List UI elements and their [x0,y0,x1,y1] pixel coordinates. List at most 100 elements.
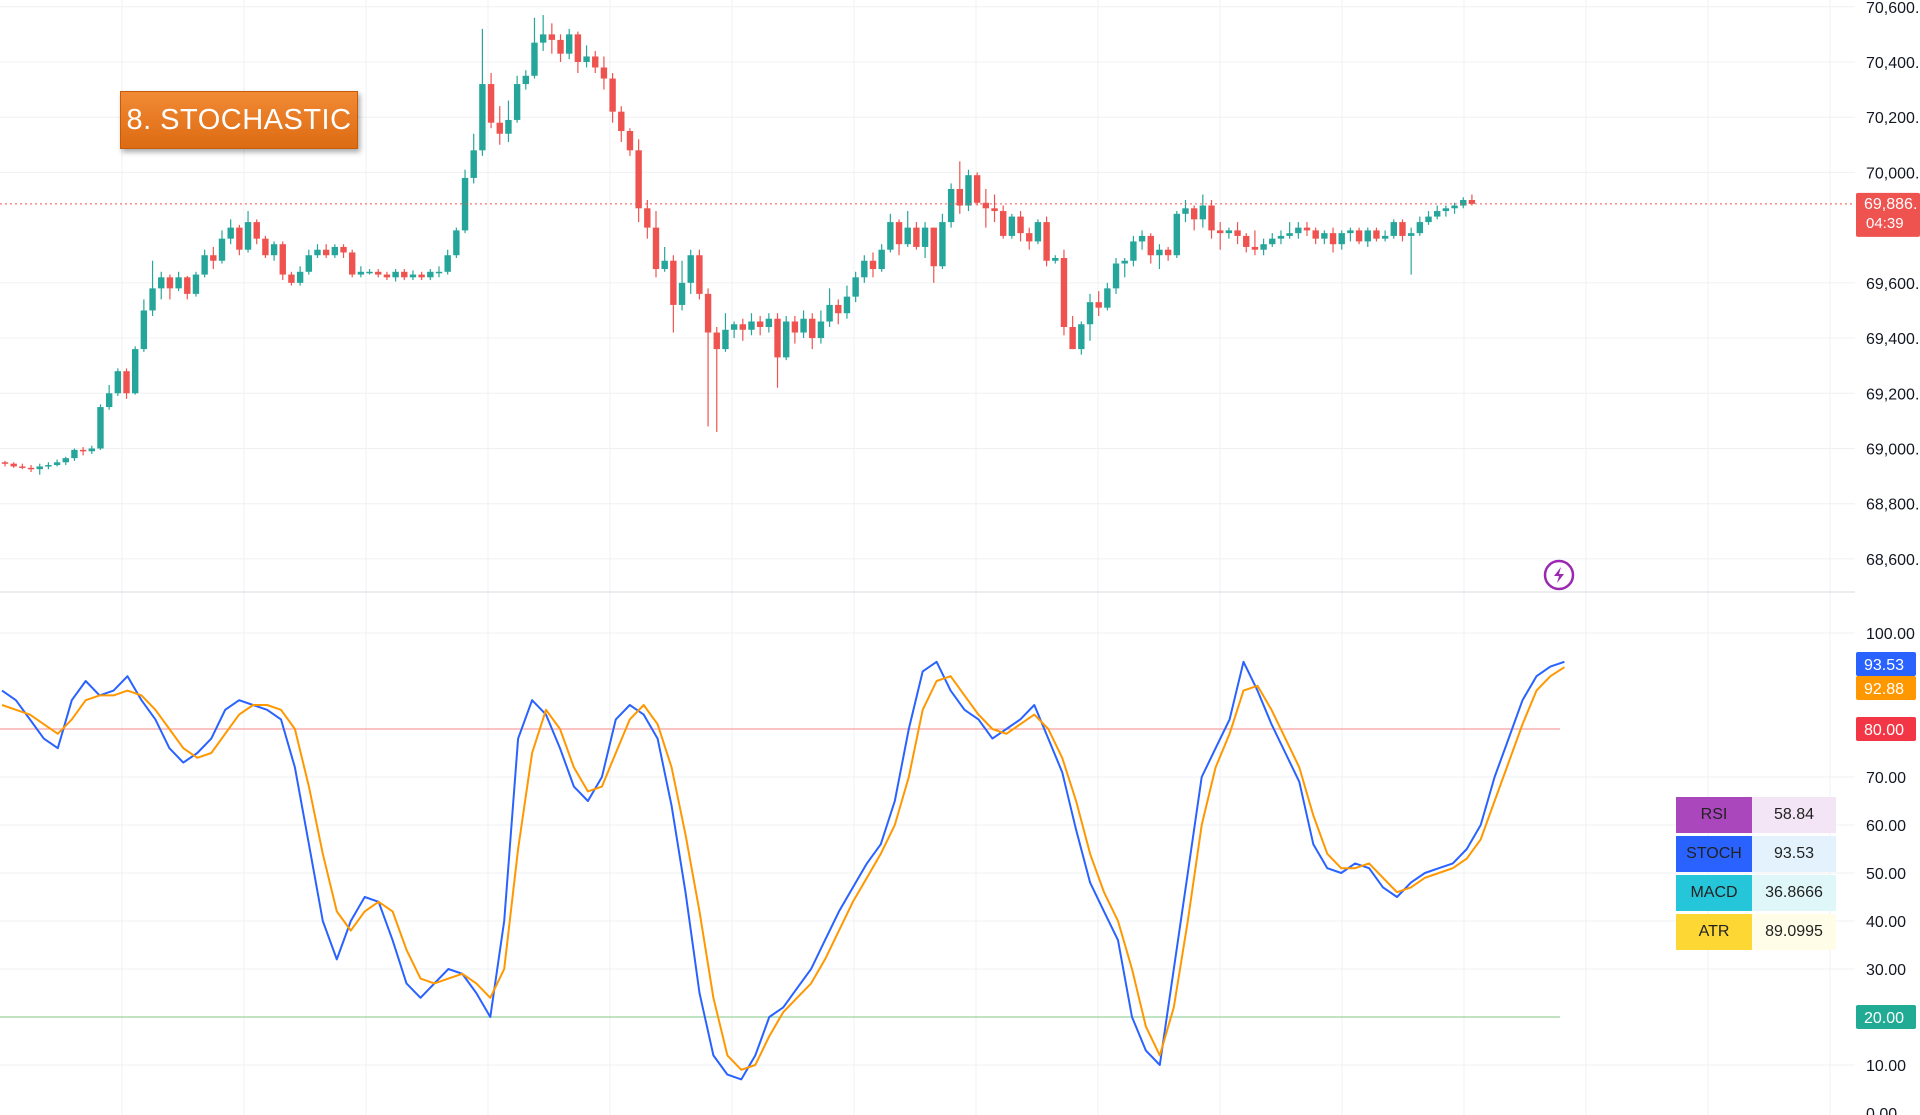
candle-body [1164,249,1172,256]
candle-body [652,227,660,270]
candle-body [1251,246,1259,250]
candle-body [331,246,339,256]
candle-body [270,244,278,256]
candle-body [765,318,773,328]
candle-body [1182,208,1189,214]
candle-body [1199,205,1207,220]
candle-body [149,288,156,311]
candle-body [1355,230,1363,242]
candle-body [418,274,425,278]
candle-body [296,271,304,283]
indicator-row-macd: MACD 36.8666 [1676,875,1836,911]
candle-body [201,255,208,275]
candle-body [1312,230,1319,239]
stoch-axis-label: 60.00 [1866,818,1906,835]
candle-body [253,222,260,239]
candle-body [175,277,182,289]
candle-body [19,466,26,468]
candle-body [1190,208,1198,220]
candle-body [1060,257,1068,328]
candle-body [1434,211,1441,217]
candle-body [375,271,382,275]
candle-body [1225,230,1233,234]
candle-body [956,188,963,206]
candle-body [904,227,911,245]
candle-body [1017,216,1024,234]
candle-body [1442,208,1450,212]
candle-body [479,84,486,151]
price-axis-label: 70,200. [1866,110,1919,127]
price-axis-label: 70,000. [1866,165,1919,182]
candle-body [79,449,87,452]
candle-body [1260,244,1267,250]
candle-body [826,304,833,322]
candle-body [704,293,712,333]
candle-body [218,238,226,261]
candle-body [592,56,599,68]
candle-body [696,255,703,294]
candle-body [62,458,69,463]
candle-body [1112,263,1120,289]
candle-body [1416,222,1424,234]
candle-body [661,260,668,270]
stoch-d-tag-label: 92.88 [1864,681,1904,698]
candle-body [1468,200,1476,204]
candle-body [496,122,503,134]
candle-body [1460,200,1467,206]
stoch-axis-label: 70.00 [1866,770,1906,787]
stoch-k-line [1,660,1565,1081]
price-axis-label: 69,000. [1866,441,1919,458]
candle-body [522,75,529,85]
stoch-d-line [1,666,1565,1071]
stoch-lower-tag-label: 20.00 [1864,1010,1904,1027]
candle-body [548,34,556,40]
price-axis-label: 68,600. [1866,552,1919,569]
candle-body [783,321,790,358]
annotation-label: 8. STOCHASTIC [120,91,358,149]
candle-body [635,150,642,209]
candle-body [71,449,78,459]
candle-body [357,271,365,275]
candle-body [1138,235,1146,242]
candle-body [1364,230,1371,242]
candle-body [1130,241,1137,261]
candle-body [1026,233,1033,242]
candle-body [1147,235,1154,256]
candle-body [1217,230,1224,234]
candle-body [921,227,929,247]
lightning-icon[interactable] [1543,559,1575,591]
candle-body [505,119,512,134]
stoch-upper-tag [1856,717,1916,741]
candle-body [965,175,972,206]
candle-body [392,271,399,278]
candle-body [644,208,651,228]
indicator-name: RSI [1676,797,1752,833]
candle-body [1277,235,1285,239]
candle-body [444,255,451,272]
stoch-axis-label: 0.00 [1866,1106,1897,1115]
current-price-tag [1856,192,1920,237]
candle-body [1425,216,1432,223]
candle-body [1269,238,1276,245]
candle-body [748,321,755,330]
candles [0,15,1855,475]
candle-body [401,271,408,278]
candle-body [1052,257,1059,261]
price-axis-label: 70,400. [1866,55,1919,72]
candle-body [88,448,95,452]
candle-body [722,329,729,350]
candle-body [973,175,981,203]
candle-body [236,227,243,250]
indicator-name: ATR [1676,914,1752,950]
candle-body [670,260,677,305]
candle-body [1338,233,1345,245]
candle-body [288,274,295,283]
candle-body [105,393,113,408]
candle-body [1234,230,1241,236]
candle-body [27,467,35,470]
price-axis-label: 69,600. [1866,276,1919,293]
candle-body [453,230,460,256]
candle-body [470,150,477,178]
candle-body [930,227,937,267]
